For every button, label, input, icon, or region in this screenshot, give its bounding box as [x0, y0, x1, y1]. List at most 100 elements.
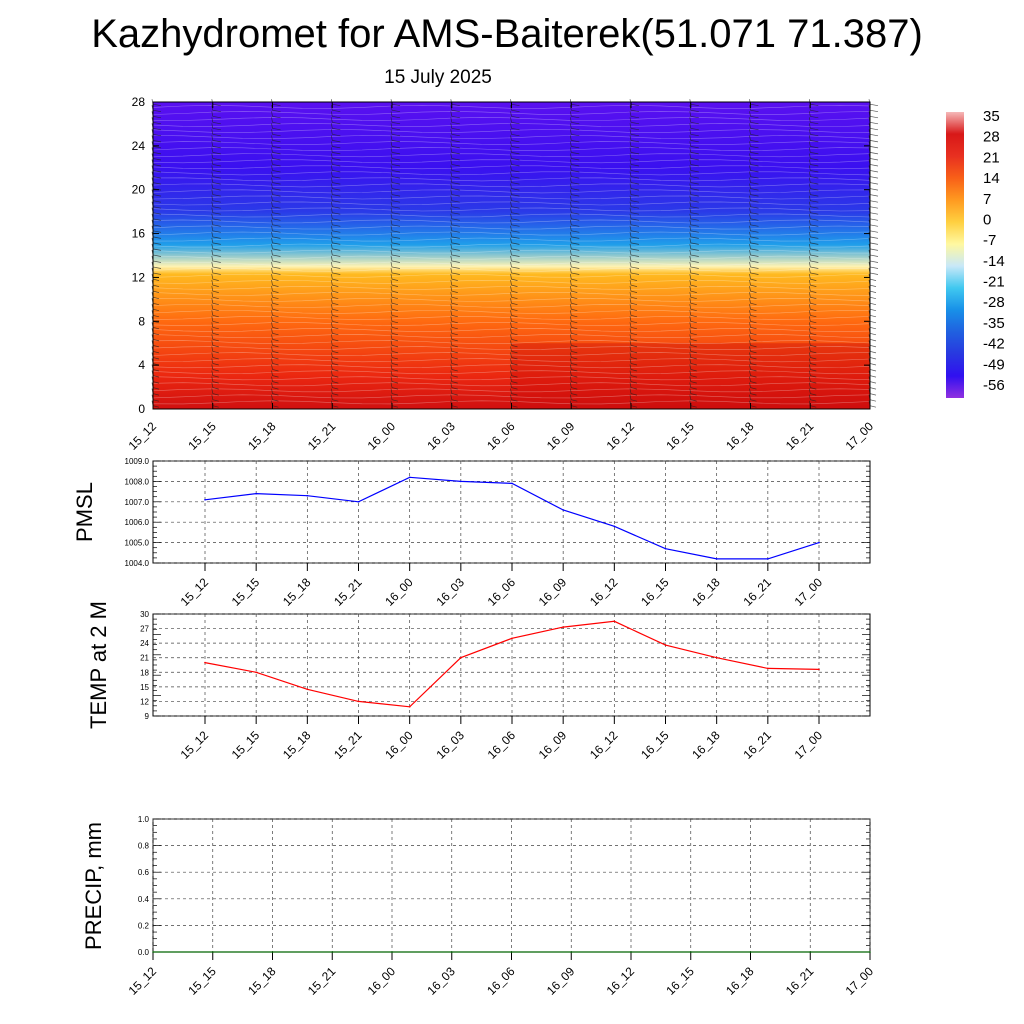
x-tick-label: 16_03	[433, 575, 467, 609]
wind-barb	[808, 394, 817, 402]
wind-barb	[629, 219, 640, 227]
data-point	[255, 492, 257, 495]
x-tick-label: 16_18	[689, 575, 723, 609]
colorbar-label: 35	[983, 108, 1000, 125]
wind-barb	[271, 171, 281, 179]
wind-barb	[510, 201, 520, 209]
wind-barb	[211, 334, 219, 342]
x-tick-label: 16_09	[544, 964, 578, 998]
wind-barb	[390, 195, 401, 203]
data-point	[869, 951, 871, 953]
wind-barb	[510, 243, 520, 251]
x-tick-label: 16_00	[382, 728, 416, 762]
x-tick-label: 16_21	[740, 728, 774, 762]
wind-barb	[211, 129, 221, 137]
wind-barb	[808, 231, 819, 239]
wind-barb	[629, 388, 638, 396]
wind-barb	[211, 316, 219, 324]
wind-barb	[211, 219, 221, 227]
data-point	[664, 547, 667, 550]
wind-barb	[808, 153, 819, 161]
wind-barb	[749, 340, 757, 348]
contour-line	[152, 219, 871, 224]
data-point	[408, 706, 411, 708]
wind-barb	[510, 255, 520, 263]
wind-barb	[569, 123, 580, 131]
wind-barb	[390, 111, 401, 119]
data-point	[818, 668, 820, 671]
wind-barb	[510, 123, 520, 131]
wind-barb	[749, 394, 757, 402]
wind-barb	[689, 183, 699, 191]
wind-barb	[569, 129, 580, 137]
wind-barb	[450, 310, 458, 318]
x-tick-label: 15_21	[305, 419, 339, 453]
wind-barb	[689, 195, 699, 203]
wind-barb	[689, 388, 697, 396]
wind-barb	[808, 243, 819, 251]
wind-barb	[689, 334, 697, 342]
wind-barb	[211, 189, 221, 197]
wind-barb	[390, 153, 401, 161]
wind-barb	[569, 147, 580, 155]
data-point	[306, 494, 309, 497]
wind-barb	[211, 249, 221, 257]
wind-barb	[211, 147, 221, 155]
x-tick-label: 16_00	[365, 964, 399, 998]
wind-barb	[330, 237, 341, 245]
wind-barb	[808, 346, 817, 354]
data-point	[255, 671, 257, 674]
wind-barb	[510, 274, 518, 281]
data-point	[391, 951, 393, 953]
wind-barb	[749, 201, 759, 209]
x-tick-label: 17_00	[792, 575, 826, 609]
wind-barb	[390, 370, 399, 378]
wind-barb	[510, 340, 518, 348]
wind-barb	[330, 201, 341, 209]
wind-barb	[390, 286, 399, 293]
wind-barb	[450, 129, 460, 137]
wind-barb	[629, 189, 640, 197]
wind-barb	[510, 358, 518, 366]
wind-barb	[330, 123, 341, 131]
wind-barb	[330, 310, 339, 318]
wind-barb	[569, 364, 578, 372]
wind-barb	[569, 165, 580, 173]
x-tick-label: 16_18	[723, 419, 757, 453]
wind-barb	[211, 280, 219, 287]
wind-barb	[629, 129, 640, 137]
wind-barb	[689, 105, 699, 113]
wind-barb	[330, 189, 341, 197]
wind-barb	[390, 340, 399, 348]
data-point	[357, 700, 360, 703]
wind-barb	[390, 352, 399, 360]
wind-barb	[211, 231, 221, 239]
wind-barb	[808, 117, 819, 125]
wind-barb	[330, 171, 341, 179]
wind-barb	[271, 243, 281, 251]
wind-barb	[390, 255, 401, 263]
contour-line	[152, 394, 871, 399]
x-tick-label: 16_18	[689, 728, 723, 762]
wind-barb	[510, 261, 520, 269]
wind-barb	[390, 376, 399, 384]
wind-barb	[390, 123, 401, 131]
wind-barb	[450, 352, 458, 360]
wind-barb	[569, 153, 580, 161]
wind-barb	[390, 171, 401, 179]
wind-barb	[271, 334, 279, 342]
contour-line	[152, 388, 871, 393]
wind-barb	[569, 201, 580, 209]
wind-barb	[569, 304, 578, 312]
wind-barb	[390, 207, 401, 215]
wind-barb	[330, 231, 341, 239]
wind-barb	[510, 286, 518, 293]
wind-barb	[569, 117, 580, 125]
wind-barb	[510, 159, 520, 167]
wind-barb	[689, 141, 699, 149]
x-tick-label: 16_15	[663, 964, 697, 998]
wind-barb	[450, 159, 460, 167]
contour-line	[152, 279, 871, 284]
temp2m-panel: 9 12 15 18 21 24 27 30 15_12 15_15 15_18 15_21 16_00…	[86, 601, 871, 762]
wind-barb	[808, 141, 819, 149]
